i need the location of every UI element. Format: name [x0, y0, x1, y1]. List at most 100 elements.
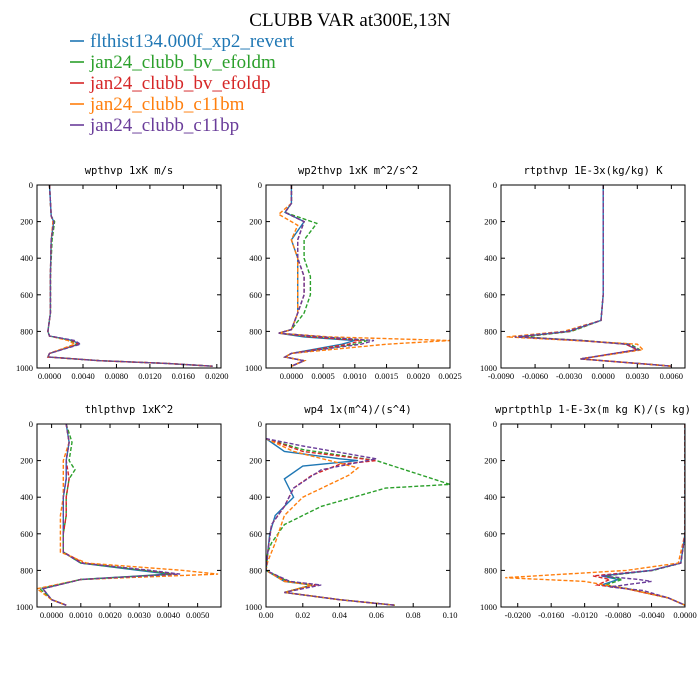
x-tick-label: 0.0160: [172, 371, 195, 381]
y-tick-label: 1000: [245, 363, 262, 373]
x-tick-label: 0.0010: [343, 371, 366, 381]
y-tick-label: 1000: [245, 602, 262, 612]
x-tick-label: 0.0025: [438, 371, 461, 381]
y-tick-label: 600: [249, 529, 262, 539]
panel-title: wprtpthlp 1-E-3x(m kg K)/(s kg): [495, 404, 691, 416]
panel-title: thlpthvp 1xK^2: [85, 404, 174, 416]
series-line-4: [37, 424, 219, 606]
series-group: [266, 437, 450, 606]
y-tick-label: 600: [484, 529, 497, 539]
x-tick-label: 0.0000: [592, 371, 615, 381]
x-tick-label: 0.00: [259, 610, 274, 620]
y-tick-label: 200: [484, 217, 497, 227]
series-line-3: [592, 424, 685, 606]
y-tick-label: 200: [20, 456, 33, 466]
y-tick-label: 0: [258, 419, 262, 429]
y-tick-label: 0: [29, 180, 33, 190]
series-line-5: [46, 185, 213, 367]
x-tick-label: 0.0000: [280, 371, 303, 381]
y-tick-label: 400: [249, 492, 262, 502]
plot-frame: [500, 184, 686, 369]
series-line-4: [46, 185, 213, 367]
x-tick-label: 0.0080: [105, 371, 128, 381]
y-tick-label: 1000: [16, 602, 33, 612]
y-tick-label: 400: [484, 253, 497, 263]
x-tick-label: 0.0000: [38, 371, 61, 381]
legend-entry: jan24_clubb_c11bp: [70, 115, 239, 136]
plot-frame: [500, 423, 686, 608]
x-tick-label: 0.0120: [138, 371, 161, 381]
panel-title: rtpthvp 1E-3x(kg/kg) K: [523, 165, 663, 177]
series-line-4: [266, 437, 395, 606]
y-tick-label: 0: [258, 180, 262, 190]
x-tick-label: -0.0040: [638, 610, 664, 620]
legend-entry: jan24_clubb_c11bm: [70, 94, 245, 115]
y-tick-label: 0: [493, 419, 497, 429]
y-tick-label: 600: [249, 290, 262, 300]
y-tick-label: 600: [20, 529, 33, 539]
legend-entry: jan24_clubb_bv_efoldp: [70, 73, 270, 94]
series-line-4: [506, 185, 672, 367]
x-tick-label: 0.0200: [205, 371, 228, 381]
y-tick-label: 0: [29, 419, 33, 429]
y-tick-label: 1000: [16, 363, 33, 373]
legend-label: jan24_clubb_c11bp: [89, 115, 239, 136]
x-tick-label: -0.0090: [488, 371, 514, 381]
y-tick-label: 200: [20, 217, 33, 227]
y-tick-label: 800: [20, 565, 33, 575]
panel-title: wp4 1x(m^4)/(s^4): [304, 404, 411, 416]
x-tick-label: 0.0040: [157, 610, 180, 620]
legend-entry: flthist134.000f_xp2_revert: [70, 31, 295, 52]
panel-3: rtpthvp 1E-3x(kg/kg) K02004006008001000-…: [480, 165, 686, 381]
figure-title: CLUBB VAR at300E,13N: [249, 10, 451, 31]
y-tick-label: 400: [484, 492, 497, 502]
panel-title: wp2thvp 1xK m^2/s^2: [298, 165, 418, 177]
x-tick-label: -0.0030: [556, 371, 582, 381]
y-tick-label: 200: [484, 456, 497, 466]
panel-6: wprtpthlp 1-E-3x(m kg K)/(s kg) 0 200 400 60…: [480, 404, 697, 620]
y-tick-label: 800: [484, 326, 497, 336]
y-tick-label: 800: [249, 565, 262, 575]
y-tick-label: 600: [20, 290, 33, 300]
plot-frame: [36, 184, 222, 369]
series-group: [37, 424, 219, 606]
legend: flthist134.000f_xp2_revertjan24_clubb_bv…: [70, 31, 295, 136]
series-line-4: [505, 424, 685, 606]
x-tick-label: -0.0200: [505, 610, 531, 620]
y-tick-label: 400: [20, 492, 33, 502]
y-tick-label: 1000: [480, 363, 497, 373]
series-line-1: [46, 185, 213, 367]
y-tick-label: 1000: [480, 602, 497, 612]
legend-label: jan24_clubb_c11bm: [89, 94, 245, 115]
x-tick-label: -0.0060: [522, 371, 548, 381]
x-tick-label: 0.0030: [128, 610, 151, 620]
series-group: [506, 185, 672, 367]
plot-frame: [36, 423, 222, 608]
x-tick-label: 0.10: [443, 610, 458, 620]
panel-1: wpthvp 1xK m/s 0 200 400 600 800 1000 0.0000 0.0…: [16, 165, 229, 381]
x-tick-label: 0.06: [369, 610, 384, 620]
series-line-4: [277, 185, 450, 367]
legend-label: jan24_clubb_bv_efoldp: [89, 73, 270, 94]
x-tick-label: 0.02: [295, 610, 310, 620]
x-tick-label: 0.0020: [407, 371, 430, 381]
y-tick-label: 800: [249, 326, 262, 336]
series-line-3: [46, 185, 213, 367]
y-tick-label: 400: [249, 253, 262, 263]
series-line-5: [514, 185, 672, 367]
y-tick-label: 800: [484, 565, 497, 575]
legend-label: jan24_clubb_bv_efoldm: [89, 52, 276, 73]
y-tick-label: 600: [484, 290, 497, 300]
x-tick-label: -0.0080: [605, 610, 631, 620]
series-line-2: [46, 185, 213, 367]
x-tick-label: 0.0040: [71, 371, 94, 381]
legend-label: flthist134.000f_xp2_revert: [90, 31, 295, 52]
x-tick-label: 0.04: [332, 610, 348, 620]
plot-frame: [265, 184, 451, 369]
x-tick-label: 0.0005: [311, 371, 334, 381]
x-tick-label: 0.0000: [673, 610, 696, 620]
series-line-5: [278, 185, 375, 367]
